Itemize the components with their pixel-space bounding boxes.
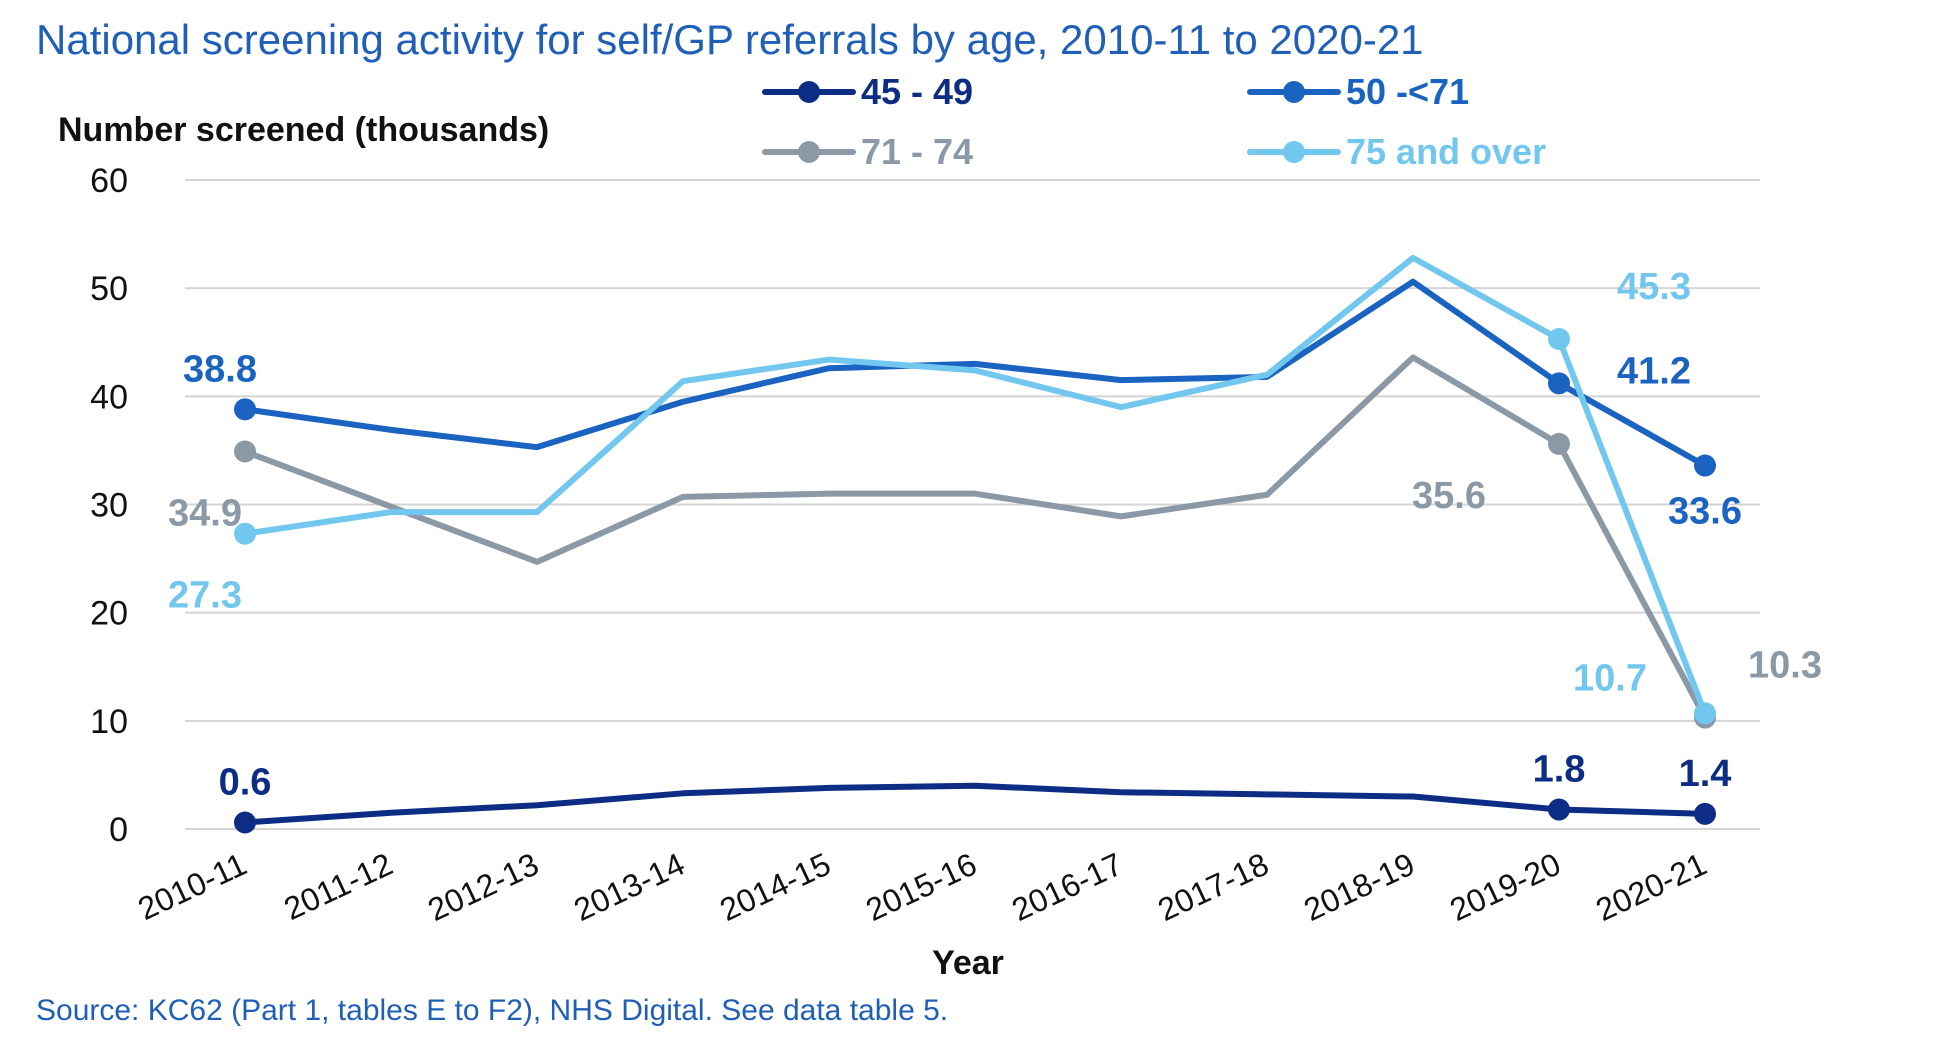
legend-label: 50 -<71: [1346, 71, 1469, 112]
legend-label: 75 and over: [1346, 131, 1546, 172]
data-label: 35.6: [1412, 475, 1486, 517]
data-label: 38.8: [183, 348, 257, 390]
legend-item: 50 -<71: [1247, 71, 1469, 112]
legend-swatch-marker: [798, 81, 820, 103]
data-label: 27.3: [168, 575, 242, 617]
x-tick-label: 2012-13: [422, 846, 544, 928]
x-tick-label: 2020-21: [1590, 846, 1712, 928]
data-point-marker: [1694, 802, 1716, 825]
data-label: 41.2: [1617, 350, 1691, 392]
y-tick-label: 60: [90, 162, 128, 200]
legend-swatch-marker: [1283, 141, 1305, 163]
data-label: 10.7: [1573, 657, 1647, 699]
y-tick-label: 50: [90, 270, 128, 308]
x-tick-label: 2014-15: [714, 846, 836, 928]
x-tick-label: 2015-16: [860, 846, 982, 928]
y-tick-label: 0: [109, 811, 128, 849]
data-label: 33.6: [1668, 491, 1742, 533]
data-label: 1.4: [1679, 753, 1732, 795]
legend-label: 45 - 49: [861, 71, 973, 112]
legend-swatch-marker: [798, 141, 820, 163]
y-tick-label: 40: [90, 378, 128, 416]
gridlines: [185, 179, 1760, 830]
data-label: 34.9: [168, 492, 242, 534]
legend-item: 75 and over: [1247, 131, 1546, 172]
data-point-marker: [234, 522, 256, 545]
series-line: [242, 782, 1708, 826]
data-point-marker: [1548, 328, 1570, 351]
y-tick-label: 30: [90, 487, 128, 525]
source-note: Source: KC62 (Part 1, tables E to F2), N…: [36, 994, 949, 1027]
y-tick-label: 10: [90, 703, 128, 741]
legend-item: 71 - 74: [762, 131, 973, 172]
y-axis-label: Number screened (thousands): [58, 111, 549, 149]
y-tick-label: 20: [90, 595, 128, 633]
x-tick-label: 2013-14: [568, 846, 690, 928]
data-point-marker: [234, 811, 256, 834]
x-tick-label: 2018-19: [1298, 846, 1420, 928]
data-label: 10.3: [1748, 645, 1822, 687]
x-axis-label: Year: [932, 944, 1004, 982]
x-tick-label: 2019-20: [1444, 846, 1566, 928]
data-label: 45.3: [1617, 266, 1691, 308]
data-label: 1.8: [1533, 749, 1586, 791]
data-label: 0.6: [219, 762, 272, 804]
data-point-marker: [1548, 798, 1570, 821]
legend-item: 45 - 49: [762, 71, 973, 112]
x-tick-label: 2017-18: [1152, 846, 1274, 928]
data-labels: 0.6 1.8 1.4 38.8 41.2 33.6 34.9 35.6 10.3 27.3 45.…: [168, 266, 1822, 804]
x-tick-labels: 2010-11 2011-12 2012-13 2013-14 2014-15 2015-…: [132, 846, 1711, 928]
data-point-marker: [1694, 454, 1716, 477]
data-point-marker: [1548, 432, 1570, 455]
data-point-marker: [234, 440, 256, 463]
chart-title: National screening activity for self/GP …: [36, 16, 1424, 63]
legend: 45 - 49 50 -<71 71 - 74 75 and over: [762, 71, 1546, 172]
series-line: [242, 278, 1708, 469]
series-lines: [234, 254, 1716, 834]
data-point-marker: [234, 398, 256, 421]
x-tick-label: 2010-11: [132, 846, 251, 927]
y-tick-labels: 0 10 20 30 40 50 60: [90, 162, 128, 849]
legend-label: 71 - 74: [861, 131, 973, 172]
x-tick-label: 2016-17: [1006, 846, 1128, 928]
x-tick-label: 2011-12: [278, 846, 397, 927]
series-line: [242, 254, 1708, 717]
series-line: [242, 354, 1708, 721]
legend-swatch-marker: [1283, 81, 1305, 103]
data-point-marker: [1548, 372, 1570, 395]
data-point-marker: [1694, 702, 1716, 725]
